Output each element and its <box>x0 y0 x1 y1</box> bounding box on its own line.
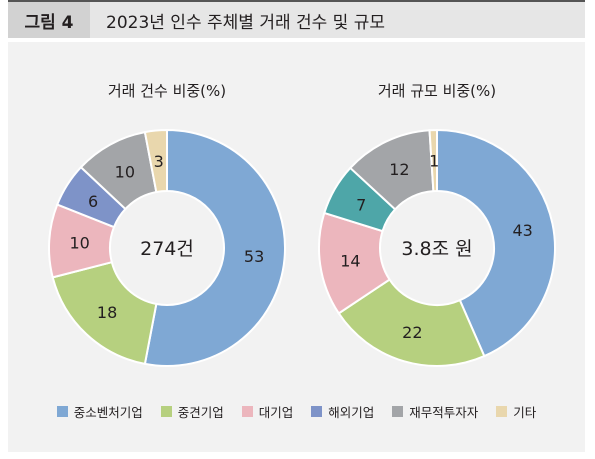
data-label-sme-count: 53 <box>244 247 264 266</box>
slice-sme-size <box>436 128 556 358</box>
donut-count: 53 18 10 6 10 3 <box>48 128 286 367</box>
center-label-size: 3.8조 원 <box>401 238 472 260</box>
slice-other-count <box>143 128 168 194</box>
figure-title-bar: 그림 4 2023년 인수 주체별 거래 건수 및 규모 <box>8 0 585 38</box>
data-label-midsize-count: 18 <box>97 303 117 322</box>
donut-size: 43 22 14 7 12 1 <box>318 128 556 367</box>
data-label-other-count: 3 <box>154 152 164 171</box>
data-label-sme-size: 43 <box>512 221 532 240</box>
legend-item-sme: 중소벤처기업 <box>56 402 143 421</box>
legend-label-large: 대기업 <box>258 404 294 420</box>
legend-label-foreign: 해외기업 <box>328 404 375 420</box>
figure-title: 2023년 인수 주체별 거래 건수 및 규모 <box>106 12 386 33</box>
legend-label-sme: 중소벤처기업 <box>73 404 143 420</box>
legend-swatch-fi <box>392 405 404 417</box>
center-label-count: 274건 <box>140 238 194 260</box>
data-label-fi-size: 12 <box>389 160 409 179</box>
legend-swatch-large <box>241 405 253 417</box>
legend-swatch-other <box>496 405 508 417</box>
legend-item-large: 대기업 <box>241 402 294 421</box>
legend-label-midsize: 중견기업 <box>177 404 224 420</box>
legend-item-fi: 재무적투자자 <box>392 402 478 421</box>
data-label-foreign-count: 6 <box>88 192 98 211</box>
legend-item-foreign: 해외기업 <box>311 402 374 421</box>
legend-swatch-midsize <box>160 405 172 417</box>
legend-swatch-foreign <box>311 405 323 417</box>
legend-label-fi: 재무적투자자 <box>409 404 479 420</box>
data-label-large-count: 10 <box>69 234 89 253</box>
figure-label: 그림 4 <box>8 2 90 38</box>
data-label-large-size: 14 <box>340 251 360 270</box>
chart-title-count: 거래 건수 비중(%) <box>108 82 226 100</box>
slice-midsize-size <box>337 278 486 367</box>
data-label-foreign-size: 7 <box>356 195 366 214</box>
data-label-fi-count: 10 <box>115 162 135 181</box>
legend-swatch-sme <box>56 405 68 417</box>
slice-sme-count <box>143 128 286 367</box>
data-label-midsize-size: 22 <box>402 323 422 342</box>
legend-label-other: 기타 <box>513 404 537 420</box>
data-label-other-size: 1 <box>429 152 439 171</box>
legend-item-other: 기타 <box>496 402 536 421</box>
chart-title-size: 거래 규모 비중(%) <box>378 82 496 100</box>
legend-item-midsize: 중견기업 <box>160 402 224 421</box>
slice-other-size <box>428 128 438 193</box>
legend: 중소벤처기업 중견기업 대기업 해외기업 재무적투자자 기타 <box>8 400 585 422</box>
